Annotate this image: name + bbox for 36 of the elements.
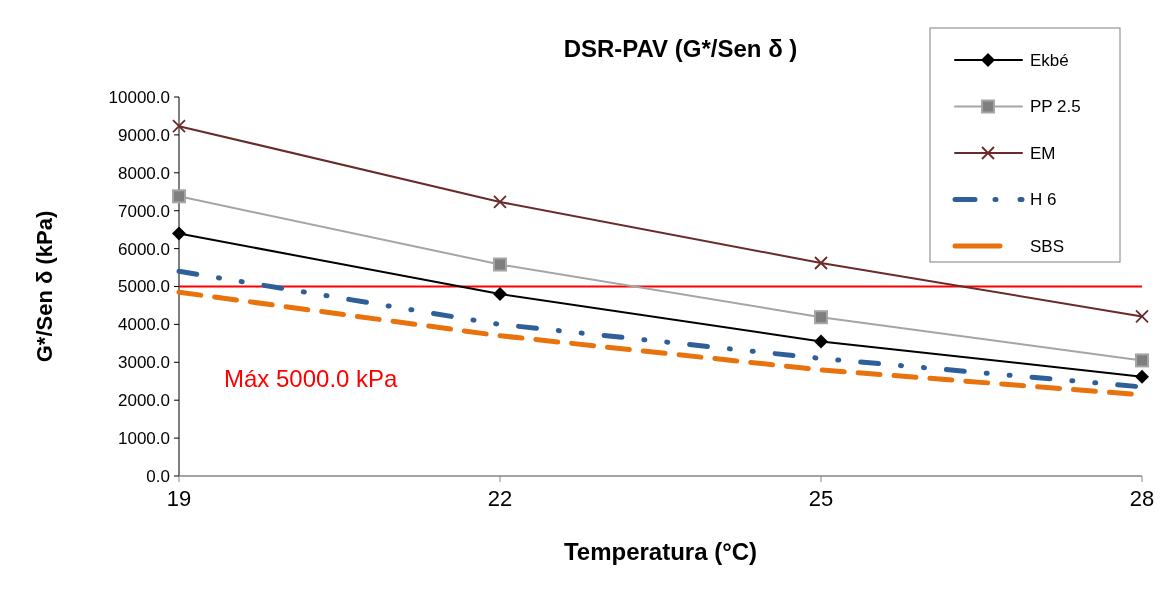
y-tick-label: 6000.0 (118, 239, 170, 259)
y-tick-label: 4000.0 (118, 315, 170, 335)
y-tick-label: 2000.0 (118, 391, 170, 411)
y-tick-label: 3000.0 (118, 353, 170, 373)
y-tick-label: 8000.0 (118, 163, 170, 183)
point (814, 334, 828, 349)
point (493, 287, 507, 302)
point (1135, 309, 1149, 324)
point (493, 257, 507, 272)
point (1135, 369, 1149, 384)
legend-label: PP 2.5 (1030, 97, 1081, 117)
x-tick-label: 22 (487, 486, 513, 511)
y-tick-label: 9000.0 (118, 125, 170, 145)
y-tick-label: 5000.0 (118, 277, 170, 297)
point (493, 195, 507, 209)
x-axis-title: Temperatura (°C) (563, 538, 758, 565)
point (1135, 353, 1149, 368)
y-tick-label: 0.0 (146, 466, 170, 486)
ref-line-label: Máx 5000.0 kPa (224, 364, 399, 392)
point (172, 226, 186, 241)
chart-title: DSR-PAV (G*/Sen δ ) (563, 35, 798, 62)
x-tick-label: 25 (808, 486, 834, 511)
legend-label: SBS (1030, 236, 1065, 256)
y-tick-label: 1000.0 (118, 429, 170, 449)
y-tick-label: 7000.0 (118, 201, 170, 221)
x-tick-label: 19 (166, 486, 192, 511)
y-axis-title: G*/Sen δ (kPa) (32, 210, 57, 363)
y-tick-label: 10000.0 (108, 87, 170, 107)
legend-label: H 6 (1030, 190, 1057, 210)
x-tick-label: 28 (1129, 486, 1155, 511)
legend-label: Ekbé (1030, 50, 1069, 70)
point (814, 256, 828, 270)
point (172, 119, 186, 134)
point (172, 189, 186, 204)
legend-label: EM (1030, 143, 1056, 163)
point (814, 310, 828, 325)
